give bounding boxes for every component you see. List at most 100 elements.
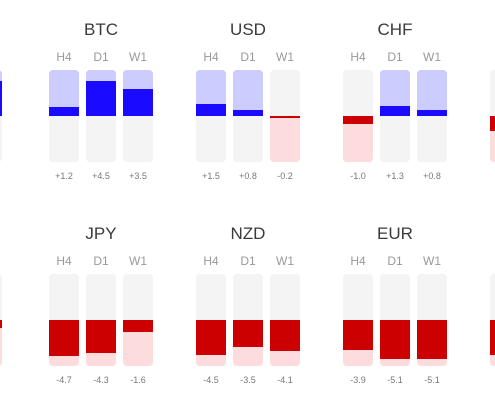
strength-bar-w1 [270,274,300,366]
bar-lower-half [0,116,2,162]
timeframe-label: W1 [129,50,147,64]
positive-strength-fill [417,110,447,116]
timeframe-label: W1 [423,50,441,64]
bar-upper-half [0,274,2,320]
bar-lower-half [86,116,116,162]
negative-strength-fill [417,320,447,359]
bar-upper-half [490,274,495,320]
change-value: -4.1 [277,375,293,385]
positive-strength-fill [196,104,226,116]
bar-lower-half [196,116,226,162]
currency-title: USD [230,20,266,39]
currency-group-jpy: JPY H4 -4.7 D1 -4.3 W1 -1.6 [49,224,153,394]
bar-lower-half [49,116,79,162]
timeframe-label: H4 [56,254,72,268]
negative-strength-fill [123,320,153,332]
positive-strength-fill [123,89,153,116]
partial-bar [490,274,495,366]
partial-bar [0,274,2,366]
change-value: -3.5 [240,375,256,385]
timeframe-label: H4 [203,254,219,268]
timeframe-label: H4 [203,50,219,64]
negative-strength-fill [343,320,373,350]
change-value: -4.7 [56,375,72,385]
bar-upper-half [380,274,410,320]
strength-bar-w1 [123,70,153,162]
change-value: +1.2 [55,171,73,181]
change-value: -3.9 [350,375,366,385]
timeframe-label: W1 [423,254,441,268]
negative-strength-fill [270,116,300,118]
timeframe-label: D1 [93,50,109,64]
change-value: -5.1 [424,375,440,385]
change-value: +1.3 [386,171,404,181]
bar-upper-half [123,274,153,320]
strength-bar-d1 [233,274,263,366]
change-value: +4.5 [92,171,110,181]
bar-upper-half [490,70,495,116]
positive-strength-fill [86,81,116,116]
currency-title: CHF [377,20,413,39]
strength-bar-h4 [49,70,79,162]
strength-bar-h4 [343,274,373,366]
change-value: -0.2 [277,171,293,181]
strength-bar-h4 [343,70,373,162]
partial-bar [0,70,2,162]
bar-upper-half [196,274,226,320]
timeframe-label: D1 [387,254,403,268]
strength-bar-w1 [417,274,447,366]
strength-bar-h4 [49,274,79,366]
bar-upper-half [233,70,263,116]
positive-strength-fill [380,106,410,116]
bar-lower-half [123,116,153,162]
partial-strength-bar-right-top [490,20,495,190]
bar-lower-half [380,116,410,162]
negative-strength-fill [343,116,373,124]
bar-lower-half [417,116,447,162]
negative-strength-fill [0,320,2,328]
negative-strength-fill [233,320,263,347]
bar-lower-half [233,116,263,162]
currency-group-chf: CHF H4 -1.0 D1 +1.3 W1 +0.8 [343,20,447,190]
negative-strength-fill [490,320,495,355]
partial-strength-bar-left-bottom [0,224,2,394]
change-value: +0.8 [239,171,257,181]
negative-strength-fill [380,320,410,359]
positive-strength-fill [233,110,263,116]
strength-bar-h4 [196,274,226,366]
bar-lower-half [0,320,2,366]
timeframe-label: H4 [350,50,366,64]
bar-upper-half [270,274,300,320]
timeframe-label: D1 [387,50,403,64]
negative-strength-fill [490,116,495,131]
strength-bar-w1 [270,70,300,162]
negative-strength-fill [270,320,300,351]
strength-bar-d1 [86,70,116,162]
negative-strength-fill [49,320,79,356]
bar-upper-half [86,274,116,320]
timeframe-label: H4 [56,50,72,64]
timeframe-label: W1 [276,50,294,64]
currency-title: BTC [84,20,118,39]
change-value: -4.3 [93,375,109,385]
strength-bar-h4 [196,70,226,162]
partial-bar [490,70,495,162]
strength-bar-w1 [417,70,447,162]
bar-upper-half [233,274,263,320]
currency-group-eur: EUR H4 -3.9 D1 -5.1 W1 -5.1 [343,224,447,394]
timeframe-label: W1 [276,254,294,268]
bar-upper-half [49,274,79,320]
strength-bar-w1 [123,274,153,366]
positive-strength-fill [0,81,2,116]
bar-upper-half [270,70,300,116]
currency-title: JPY [85,224,117,243]
positive-strength-fill [49,107,79,116]
bar-upper-half [343,274,373,320]
partial-strength-bar-right-bottom [490,224,495,394]
strength-bar-d1 [233,70,263,162]
negative-strength-fill [196,320,226,355]
strength-bar-d1 [86,274,116,366]
timeframe-label: D1 [240,50,256,64]
change-value: -5.1 [387,375,403,385]
bar-lower-half [270,116,300,162]
